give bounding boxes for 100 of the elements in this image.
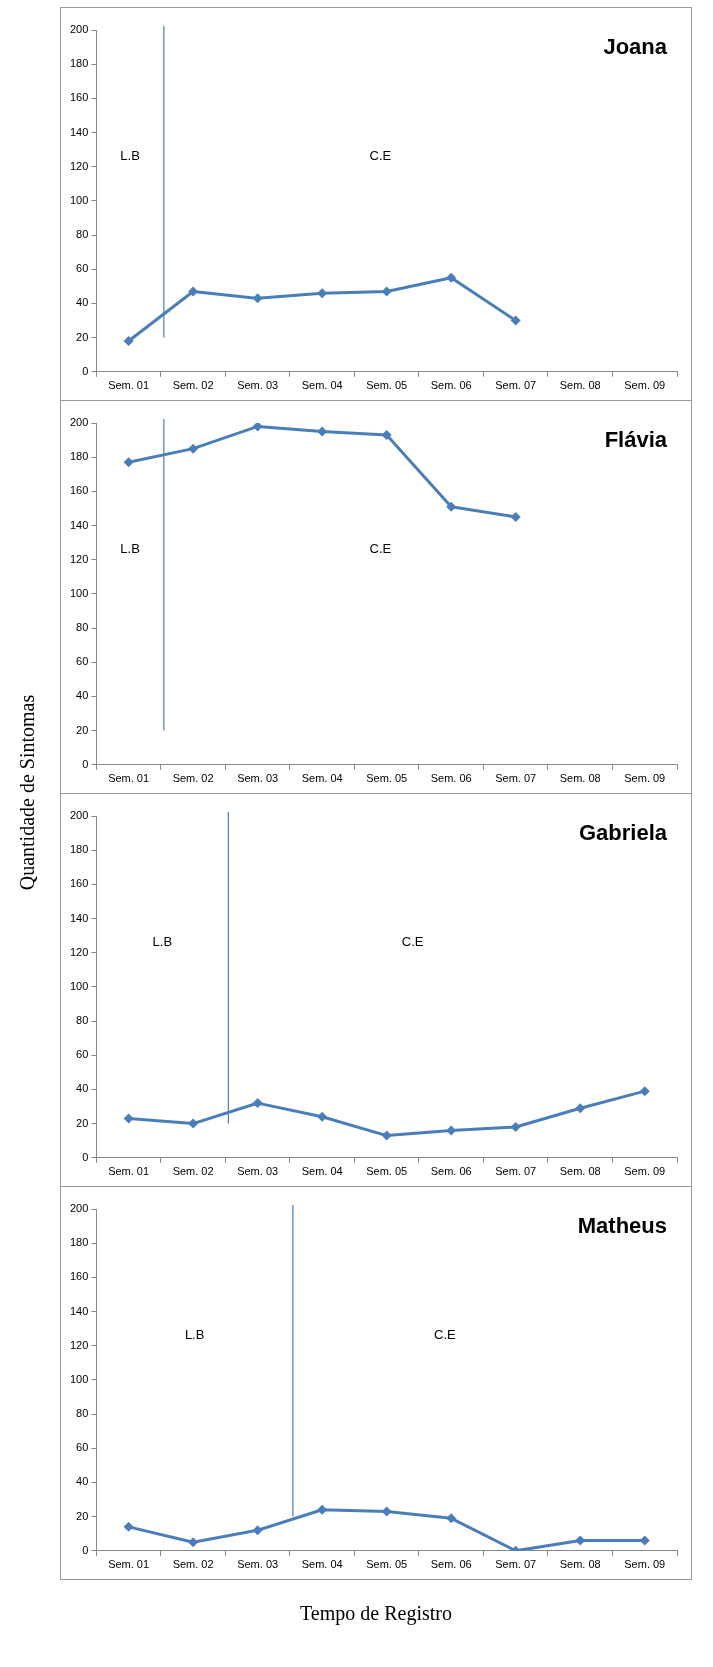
- point: [446, 1125, 457, 1136]
- y-tick-label: 0: [82, 1150, 89, 1163]
- point: [510, 512, 521, 522]
- x-tick-label: Sem. 03: [237, 1558, 279, 1571]
- x-tick-label: Sem. 03: [237, 1165, 279, 1178]
- x-tick-label: Sem. 07: [495, 379, 537, 392]
- x-tick-label: Sem. 04: [301, 379, 343, 392]
- point: [123, 1521, 134, 1532]
- x-tick-label: Sem. 05: [366, 379, 408, 392]
- point: [188, 443, 199, 454]
- point: [188, 1537, 199, 1548]
- y-tick-label: 80: [76, 228, 89, 241]
- y-tick-label: 200: [69, 809, 89, 822]
- x-tick-label: Sem. 09: [624, 1165, 666, 1178]
- point: [317, 1111, 328, 1122]
- y-tick-label: 20: [76, 723, 89, 736]
- point: [252, 1525, 263, 1536]
- x-tick-label: Sem. 08: [559, 1165, 601, 1178]
- y-tick-label: 140: [69, 125, 89, 138]
- point: [123, 457, 134, 468]
- y-tick-label: 80: [76, 1407, 89, 1420]
- x-tick-label: Sem. 04: [301, 1165, 343, 1178]
- point: [446, 1513, 457, 1524]
- x-tick-label: Sem. 06: [430, 1558, 472, 1571]
- y-tick-label: 100: [69, 1372, 89, 1385]
- x-tick-label: Sem. 04: [301, 772, 343, 785]
- y-tick-label: 80: [76, 1014, 89, 1027]
- y-tick-label: 0: [82, 1543, 89, 1556]
- x-tick-label: Sem. 09: [624, 772, 666, 785]
- y-tick-label: 180: [69, 1236, 89, 1249]
- x-tick-label: Sem. 06: [430, 379, 472, 392]
- y-axis-title: Quantidade de Sintomas: [16, 694, 40, 890]
- y-tick-label: 80: [76, 621, 89, 634]
- x-tick-label: Sem. 08: [559, 772, 601, 785]
- annotation: C.E: [369, 541, 392, 557]
- y-tick-label: 200: [69, 23, 89, 36]
- point: [123, 1113, 134, 1124]
- x-tick-label: Sem. 03: [237, 379, 279, 392]
- y-tick-label: 160: [69, 91, 89, 104]
- x-tick-label: Sem. 05: [366, 1558, 408, 1571]
- y-tick-label: 40: [76, 296, 89, 309]
- point: [575, 1103, 586, 1114]
- chart-title: Flávia: [604, 427, 668, 453]
- x-tick-label: Sem. 01: [108, 772, 150, 785]
- y-tick-label: 60: [76, 1048, 89, 1061]
- x-tick-label: Sem. 06: [430, 772, 472, 785]
- x-tick-label: Sem. 01: [108, 379, 150, 392]
- x-tick-label: Sem. 02: [172, 1165, 214, 1178]
- y-tick-label: 60: [76, 262, 89, 275]
- y-tick-label: 180: [69, 450, 89, 463]
- x-tick-label: Sem. 07: [495, 1165, 537, 1178]
- y-tick-label: 40: [76, 1475, 89, 1488]
- y-tick-label: 140: [69, 518, 89, 531]
- y-tick-label: 20: [76, 330, 89, 343]
- x-tick-label: Sem. 07: [495, 772, 537, 785]
- point: [381, 429, 392, 440]
- chart-title: Joana: [603, 34, 668, 60]
- point: [252, 423, 263, 432]
- point: [510, 315, 521, 326]
- chart-title: Gabriela: [578, 820, 668, 846]
- y-tick-label: 60: [76, 655, 89, 668]
- y-tick-label: 20: [76, 1509, 89, 1522]
- point: [252, 293, 263, 304]
- point: [446, 501, 457, 512]
- x-tick-label: Sem. 05: [366, 772, 408, 785]
- y-tick-label: 100: [69, 193, 89, 206]
- y-tick-label: 140: [69, 911, 89, 924]
- x-tick-label: Sem. 03: [237, 772, 279, 785]
- y-tick-label: 120: [69, 552, 89, 565]
- y-tick-label: 200: [69, 1202, 89, 1215]
- y-tick-label: 160: [69, 1270, 89, 1283]
- y-tick-label: 40: [76, 1082, 89, 1095]
- y-tick-label: 180: [69, 57, 89, 70]
- x-tick-label: Sem. 04: [301, 1558, 343, 1571]
- annotation: L.B: [120, 541, 140, 557]
- annotation: C.E: [434, 1327, 457, 1343]
- annotation: L.B: [184, 1327, 205, 1343]
- x-tick-label: Sem. 07: [495, 1558, 537, 1571]
- x-tick-label: Sem. 02: [172, 1558, 214, 1571]
- annotation: L.B: [152, 934, 173, 950]
- x-tick-label: Sem. 05: [366, 1165, 408, 1178]
- y-tick-label: 160: [69, 484, 89, 497]
- y-tick-label: 100: [69, 979, 89, 992]
- point: [188, 286, 199, 297]
- x-tick-label: Sem. 01: [108, 1558, 150, 1571]
- point: [317, 288, 328, 299]
- x-tick-label: Sem. 09: [624, 379, 666, 392]
- x-tick-label: Sem. 02: [172, 379, 214, 392]
- y-tick-label: 200: [69, 416, 89, 429]
- y-tick-label: 0: [82, 757, 89, 770]
- y-tick-label: 140: [69, 1304, 89, 1317]
- x-tick-label: Sem. 08: [559, 379, 601, 392]
- y-tick-label: 120: [69, 159, 89, 172]
- point: [639, 1086, 650, 1097]
- point: [381, 1506, 392, 1517]
- point: [381, 1130, 392, 1141]
- point: [252, 1098, 263, 1109]
- y-tick-label: 120: [69, 945, 89, 958]
- point: [188, 1118, 199, 1129]
- x-tick-label: Sem. 01: [108, 1165, 150, 1178]
